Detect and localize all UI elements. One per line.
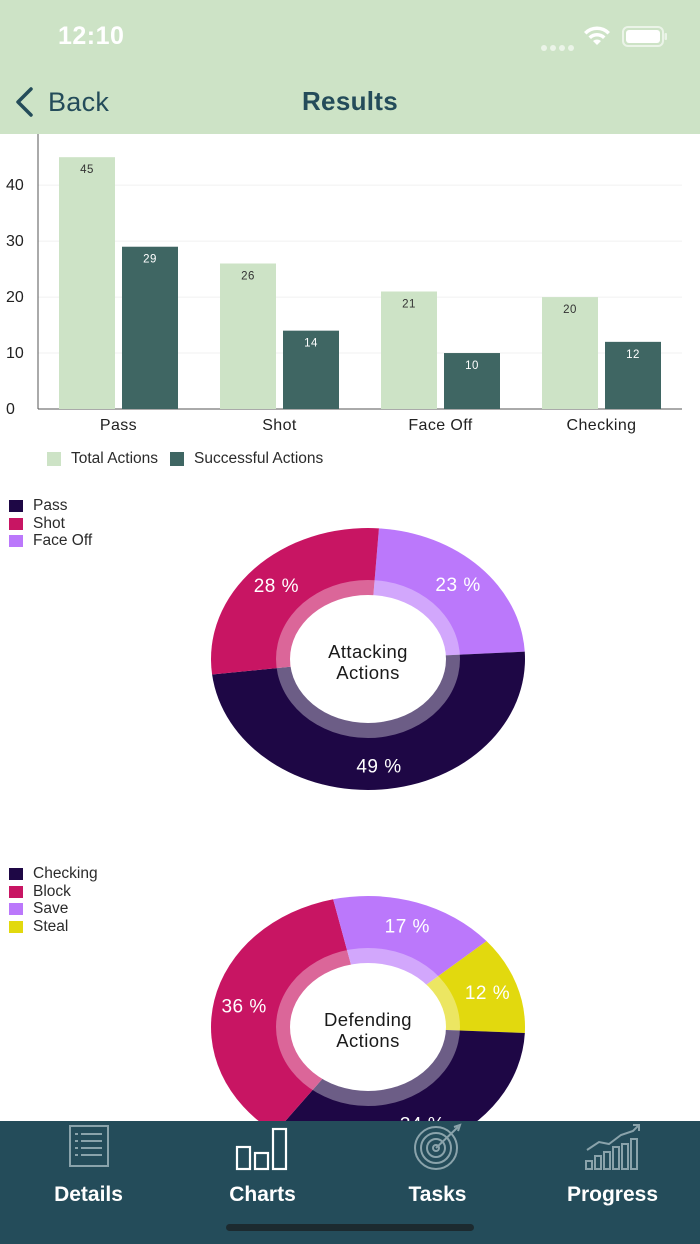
status-bar: 12:10 [0, 0, 700, 70]
status-time: 12:10 [58, 22, 125, 50]
tab-charts[interactable]: Charts [175, 1121, 350, 1221]
x-tick-label: Checking [567, 417, 637, 434]
tab-label-charts: Charts [229, 1183, 296, 1206]
y-tick-label: 30 [6, 233, 24, 250]
legend-swatch [9, 535, 23, 548]
target-icon [413, 1123, 462, 1170]
bar-total [381, 291, 437, 409]
back-label: Back [48, 86, 110, 117]
actions-bar-chart: 0 10 20 30 40 45 29 Pass 26 14 Shot 21 10 Face Off 20 1… [6, 134, 682, 434]
bar-value-label: 26 [241, 271, 255, 283]
legend-swatch [9, 499, 23, 512]
legend-item: Steal [9, 918, 98, 936]
legend-swatch [9, 867, 23, 880]
home-indicator [226, 1224, 474, 1231]
bar-total [542, 297, 598, 409]
legend-label: Face Off [33, 532, 93, 550]
tab-label-progress: Progress [566, 1183, 659, 1206]
donut-center-label: Actions [336, 662, 399, 683]
legend-item: Face Off [9, 532, 92, 550]
tab-details[interactable]: Details [1, 1121, 176, 1221]
y-tick-label: 0 [6, 401, 15, 418]
bar-total [220, 263, 276, 409]
legend-item: Pass [9, 497, 92, 515]
donut-value-label: 36 % [221, 996, 266, 1017]
donut-hole [290, 595, 446, 723]
defending-legend: Checking Block Save Steal [9, 865, 98, 936]
battery-icon [622, 26, 667, 47]
legend-label: Steal [33, 918, 69, 936]
legend-label-total: Total Actions [71, 450, 159, 467]
donut-slice [211, 899, 368, 1133]
donut-value-label: 12 % [465, 983, 510, 1004]
tab-bar: Details Charts Tasks [0, 1121, 700, 1244]
legend-label: Checking [33, 865, 98, 882]
donut-center-label: Attacking [328, 641, 408, 662]
legend-swatch [9, 885, 23, 898]
legend-swatch-total [47, 452, 61, 466]
tab-label-tasks: Tasks [408, 1183, 467, 1206]
bar-value-label: 10 [465, 360, 479, 372]
donut-value-label: 23 % [435, 575, 480, 596]
signal-icon [541, 38, 577, 56]
donut-value-label: 28 % [254, 576, 299, 597]
bar-successful [444, 353, 500, 409]
x-tick-label: Face Off [408, 417, 472, 434]
tab-tasks[interactable]: Tasks [350, 1121, 525, 1221]
legend-label: Pass [33, 497, 68, 514]
donut-center-label: Defending [324, 1009, 412, 1030]
wifi-icon [584, 26, 610, 45]
legend-item: Block [9, 883, 98, 901]
legend-swatch-successful [170, 452, 185, 466]
tab-progress[interactable]: Progress [525, 1121, 700, 1221]
tab-label-details: Details [54, 1183, 123, 1206]
bar-value-label: 45 [80, 164, 94, 176]
legend-label: Block [33, 882, 71, 900]
chevron-left-icon [16, 87, 33, 117]
back-button[interactable]: Back [12, 84, 109, 120]
legend-label: Shot [33, 514, 65, 532]
bar-successful [605, 341, 661, 409]
attacking-legend: Pass Shot Face Off [9, 497, 92, 550]
legend-item: Shot [9, 515, 92, 533]
x-tick-label: Shot [262, 417, 297, 434]
legend-item-total: Total Actions [47, 450, 158, 468]
legend-label: Save [33, 900, 69, 918]
legend-swatch [9, 920, 23, 933]
donut-center-label: Actions [336, 1030, 399, 1051]
donut-value-label: 49 % [356, 757, 401, 778]
bar-value-label: 14 [304, 338, 318, 350]
legend-item: Save [9, 900, 98, 918]
list-icon [68, 1125, 109, 1167]
x-tick-label: Pass [100, 417, 137, 434]
y-tick-label: 40 [6, 177, 24, 194]
bar-total [59, 157, 115, 409]
bar-value-label: 29 [143, 254, 157, 266]
bar-chart-legend: Total Actions Successful Actions [47, 450, 335, 468]
legend-swatch [9, 517, 23, 530]
donut-value-label: 17 % [385, 916, 430, 937]
legend-item-successful: Successful Actions [170, 450, 323, 468]
navigation-bar: Results Back [0, 70, 700, 134]
y-tick-label: 10 [6, 345, 24, 362]
legend-swatch [9, 903, 23, 916]
legend-item: Checking [9, 865, 98, 883]
bar-chart-icon [235, 1127, 287, 1171]
bar-value-label: 12 [626, 349, 640, 361]
bar-value-label: 21 [402, 298, 416, 310]
progress-chart-icon [584, 1124, 640, 1170]
legend-label-successful: Successful Actions [194, 450, 324, 467]
bar-successful [283, 330, 339, 409]
y-tick-label: 20 [6, 289, 24, 306]
bar-successful [122, 246, 178, 409]
page-title: Results [301, 86, 399, 116]
bar-value-label: 20 [563, 304, 577, 316]
donut-hole [290, 963, 446, 1091]
